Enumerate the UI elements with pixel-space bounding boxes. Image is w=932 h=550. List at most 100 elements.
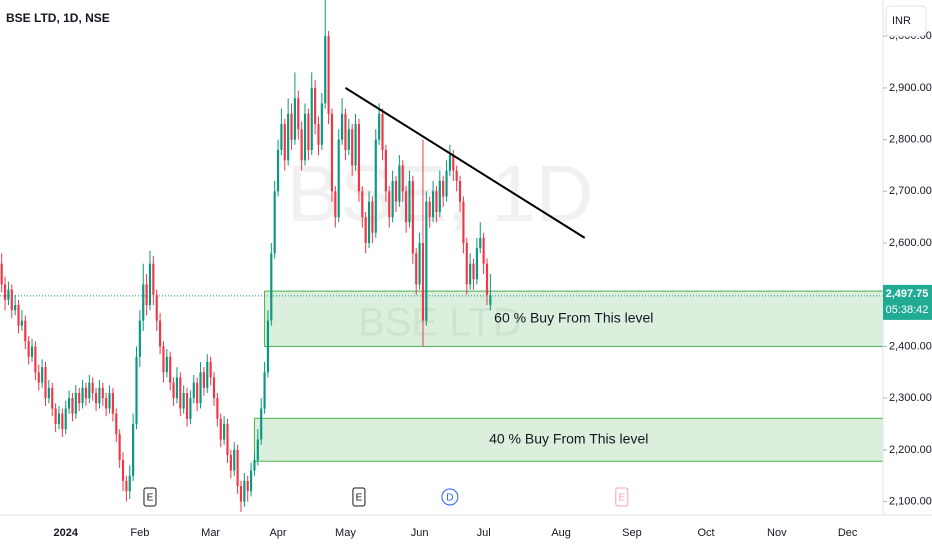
- zone-label: 60 % Buy From This level: [494, 309, 653, 325]
- candle-body: [425, 201, 428, 321]
- x-tick-label: 2024: [53, 527, 78, 539]
- candle-body: [391, 180, 394, 218]
- candle-body: [30, 346, 34, 357]
- candle-body: [118, 434, 121, 461]
- candle-body: [438, 180, 441, 212]
- candle-body: [472, 263, 475, 280]
- candle-body: [57, 413, 61, 424]
- candle-body: [101, 387, 104, 399]
- candle-body: [108, 392, 111, 409]
- x-tick-label: May: [335, 527, 356, 539]
- y-tick-label: 2,600.00: [889, 237, 932, 249]
- candle-body: [169, 356, 172, 383]
- candle-body: [260, 408, 263, 440]
- event-marker: [352, 487, 366, 507]
- y-tick-label: 2,700.00: [889, 185, 932, 197]
- candle-body: [209, 361, 212, 378]
- candle-body: [273, 191, 276, 254]
- candle-body: [448, 155, 452, 171]
- candle-body: [206, 361, 209, 388]
- last-price-label: 2,497.75: [886, 288, 929, 300]
- candle-body: [462, 201, 465, 244]
- candle-body: [290, 113, 293, 140]
- candle-body: [94, 392, 98, 404]
- x-tick-label: Jun: [411, 527, 429, 539]
- candle-body: [378, 113, 381, 140]
- candle-body: [233, 449, 236, 471]
- x-tick-label: Dec: [838, 527, 858, 539]
- watermark-name: BSE LTD: [358, 301, 522, 345]
- candle-body: [361, 191, 364, 218]
- candle-body: [44, 367, 47, 399]
- y-tick-label: 2,200.00: [889, 444, 932, 456]
- candle-body: [452, 155, 455, 171]
- trendline: [344, 87, 586, 239]
- candle-body: [0, 263, 3, 285]
- candle-body: [14, 305, 17, 311]
- candle-body: [148, 263, 152, 306]
- y-tick-label: 2,900.00: [889, 82, 932, 94]
- currency-label[interactable]: INR: [892, 15, 911, 27]
- candle-body: [367, 201, 371, 244]
- candle-body: [398, 165, 401, 202]
- candle-body: [364, 217, 367, 244]
- buy-zone: [253, 417, 884, 462]
- currency-button[interactable]: [885, 5, 927, 37]
- candle-body: [91, 382, 94, 393]
- candle-body: [74, 392, 77, 414]
- candle-body: [71, 398, 74, 414]
- y-tick-label: 2,300.00: [889, 392, 932, 404]
- event-label: D: [446, 493, 453, 504]
- candle-body: [465, 243, 468, 285]
- x-tick-label: Jul: [477, 527, 491, 539]
- candle-body: [320, 103, 323, 145]
- candle-body: [182, 392, 185, 409]
- candle-body: [17, 305, 20, 326]
- candle-body: [20, 320, 23, 326]
- event-label: E: [147, 493, 154, 504]
- candle-body: [212, 377, 216, 399]
- candle-body: [405, 191, 408, 223]
- candle-body: [111, 392, 114, 414]
- candle-body: [293, 98, 296, 140]
- candle-body: [192, 382, 195, 399]
- candle-body: [408, 180, 411, 223]
- event-marker: [143, 487, 157, 507]
- x-tick-label: Nov: [767, 527, 787, 539]
- candle-body: [239, 486, 243, 502]
- candle-body: [411, 180, 414, 254]
- candle-body: [431, 191, 435, 218]
- candle-body: [128, 475, 131, 492]
- candle-body: [155, 294, 158, 321]
- candle-body: [7, 289, 10, 300]
- candle-body: [307, 113, 310, 150]
- candle-body: [37, 372, 40, 383]
- candle-body: [202, 372, 205, 388]
- candle-body: [253, 460, 256, 471]
- candle-body: [455, 170, 458, 181]
- candle-body: [243, 480, 246, 502]
- event-label: E: [618, 493, 625, 504]
- candle-body: [68, 398, 71, 409]
- candle-body: [10, 289, 13, 311]
- candle-body: [357, 124, 361, 192]
- candle-body: [401, 165, 404, 192]
- x-tick-label: Mar: [201, 527, 220, 539]
- candle-body: [64, 408, 67, 430]
- candle-body: [330, 113, 334, 192]
- y-tick-label: 2,400.00: [889, 340, 932, 352]
- candle-body: [41, 367, 44, 383]
- candle-body: [250, 470, 253, 492]
- candle-body: [310, 87, 313, 150]
- candle-body: [78, 392, 81, 404]
- candle-body: [324, 36, 327, 104]
- candle-body: [482, 237, 485, 264]
- candle-body: [132, 423, 135, 476]
- candle-body: [172, 382, 175, 399]
- candle-body: [297, 98, 300, 130]
- x-tick-label: Sep: [622, 527, 642, 539]
- candle-body: [442, 180, 445, 197]
- candle-body: [374, 139, 377, 233]
- candle-body: [3, 284, 7, 300]
- candle-body: [287, 113, 290, 161]
